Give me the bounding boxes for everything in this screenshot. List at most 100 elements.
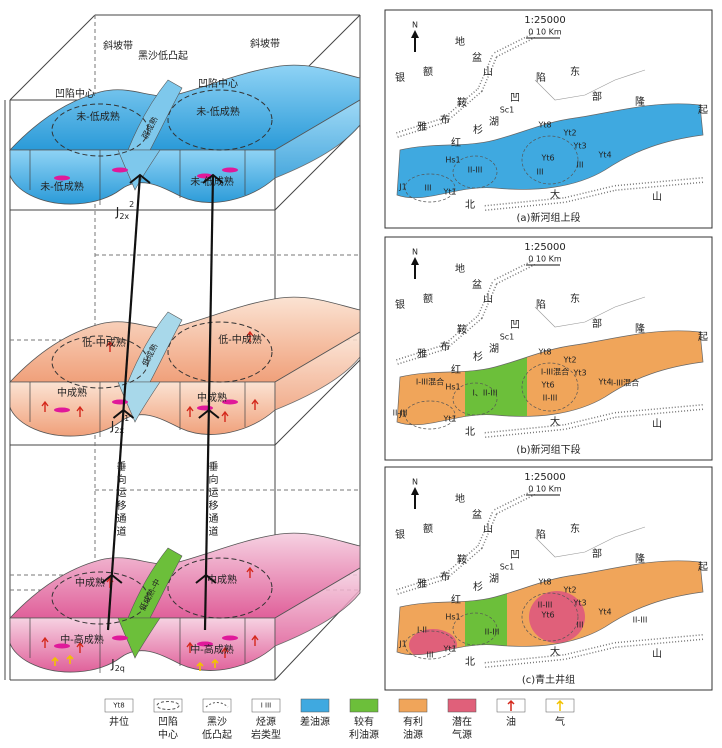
place-name: 陷 <box>536 298 546 311</box>
legend-label: 岩类型 <box>251 728 281 741</box>
zone-label: I-II <box>417 626 427 635</box>
legend-label: 油源 <box>403 728 423 741</box>
ridge <box>127 547 183 619</box>
scale-label: 1:25000 <box>524 15 566 26</box>
well-label: Yt8 <box>537 121 551 130</box>
place-name: 东 <box>570 522 580 535</box>
legend-label: 差油源 <box>300 715 330 728</box>
place-name: 银 <box>395 528 405 541</box>
zone-label: III <box>576 161 583 170</box>
place-name: 盆 <box>472 508 482 521</box>
zone-label: II-III <box>543 394 558 403</box>
well-label: Yt3 <box>572 599 586 608</box>
zone-label: III <box>424 184 431 193</box>
depression <box>452 382 498 416</box>
layer-label: J2x2 <box>115 200 134 221</box>
place-name: 银 <box>395 71 405 84</box>
well-label: Yt8 <box>537 578 551 587</box>
maturity-label: 中-高成熟 <box>190 643 234 656</box>
migration-label: 垂向运移通道 <box>206 461 218 539</box>
region-outline <box>396 103 704 199</box>
source-lens <box>112 167 128 173</box>
place-name: 布 <box>440 571 450 583</box>
source-lens <box>222 635 238 641</box>
well-label: Yt4 <box>597 151 611 160</box>
place-name: 山 <box>652 648 662 660</box>
zone-label: II-III <box>633 616 648 625</box>
ridge-front <box>117 617 161 659</box>
scale-bar-label: 0 10 Km <box>528 28 562 37</box>
frame-edge <box>9 14 96 101</box>
maturity-label: 黑沙低凸起 <box>138 49 188 62</box>
place-name: 东 <box>570 65 580 78</box>
scale-label: 1:25000 <box>524 242 566 253</box>
place-name: 杉 <box>473 123 483 136</box>
scale-label: 1:25000 <box>524 472 566 483</box>
fault <box>534 296 646 328</box>
place-name: 雅 <box>417 577 427 590</box>
place-name: 陷 <box>536 71 546 84</box>
source-lens <box>222 399 238 405</box>
legend-swatch <box>349 698 379 713</box>
place-name: 鞍 <box>457 96 467 109</box>
maturity-label: 低-中成熟 <box>218 333 262 346</box>
well-label: Yt3 <box>572 142 586 151</box>
place-name: 山 <box>483 293 493 305</box>
well-label: Sc1 <box>500 563 515 572</box>
zone-label: II-III <box>393 409 408 418</box>
well-label: J1 <box>398 183 406 192</box>
gas-arrow <box>66 654 74 664</box>
place-name: 部 <box>592 90 602 103</box>
label-sub: 2q <box>115 664 125 673</box>
basin-boundary <box>484 178 704 210</box>
legend-label: 油 <box>506 715 516 728</box>
place-name: 起 <box>698 331 708 343</box>
place-name: 湖 <box>489 573 499 585</box>
maturity-label: 未-低成熟 <box>40 180 84 193</box>
label-sup: 1 <box>124 414 129 423</box>
place-name: 大 <box>550 188 560 201</box>
place-name: 大 <box>550 415 560 428</box>
depression <box>521 135 579 185</box>
place-name: 鞍 <box>457 323 467 336</box>
map-caption: (a)新河组上段 <box>517 211 581 224</box>
oil-arrow <box>246 330 254 342</box>
well-label: Yt4 <box>597 608 611 617</box>
source-lens <box>54 643 70 649</box>
legend-box <box>104 698 134 713</box>
ridge-front <box>117 149 161 191</box>
legend-box <box>251 698 281 713</box>
maturity-label: 斜坡带 <box>103 39 133 52</box>
legend-label: 较有 <box>354 715 374 728</box>
well-label: Yt6 <box>540 154 554 163</box>
migration-fork <box>195 573 217 584</box>
place-name: 北 <box>465 656 475 668</box>
oil-arrow <box>246 566 254 578</box>
oil-arrow <box>186 405 194 417</box>
well-label: Yt1 <box>442 188 456 197</box>
place-name: 红 <box>451 136 461 149</box>
oil-arrow <box>251 634 259 646</box>
legend-symbol: I III <box>261 702 271 710</box>
ridge <box>127 79 183 151</box>
depression <box>404 173 456 203</box>
depression <box>452 155 498 189</box>
well-label: Yt2 <box>562 586 576 595</box>
label-sup: 2 <box>129 200 134 209</box>
place-name: 山 <box>483 523 493 535</box>
gas-arrow <box>211 658 219 668</box>
place-name: 盆 <box>472 51 482 64</box>
layer-side-face <box>274 567 361 647</box>
migration-fork <box>129 173 151 184</box>
label-sub: 2x <box>119 212 129 221</box>
layer-side-face <box>274 99 361 179</box>
source-lens <box>112 399 128 405</box>
layer-label: J2x1 <box>110 414 129 435</box>
source-lens <box>54 175 70 181</box>
zone-label: II-III <box>485 628 500 637</box>
zone-label: I、II-III <box>472 389 497 398</box>
